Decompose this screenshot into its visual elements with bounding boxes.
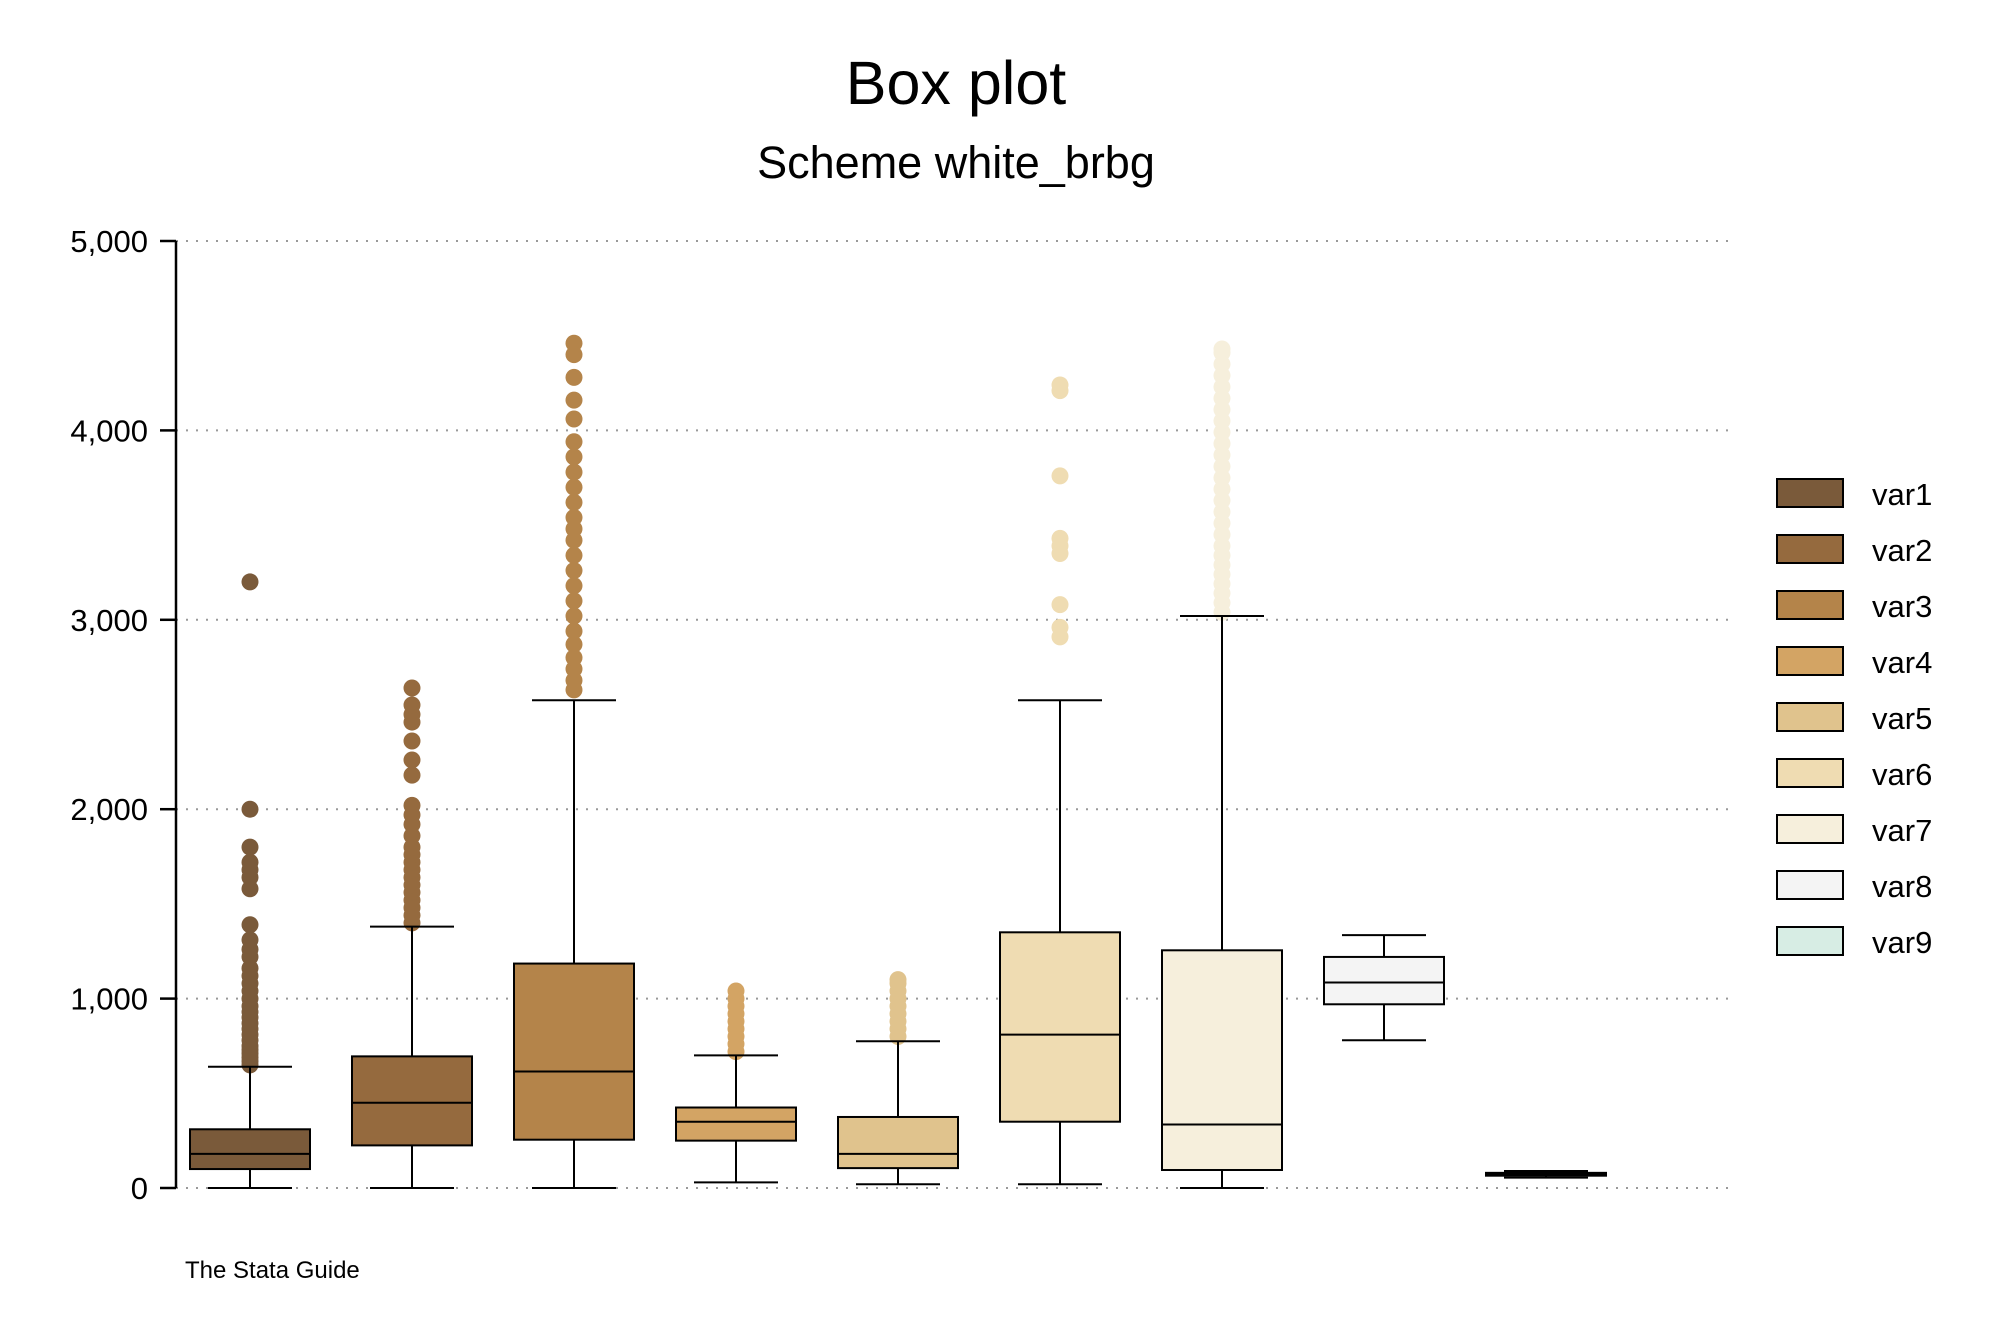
- outlier-point: [1051, 618, 1069, 636]
- outlier-point: [565, 493, 583, 511]
- outlier-point: [565, 622, 583, 640]
- y-tick-label: 5,000: [70, 224, 148, 259]
- outlier-point: [403, 796, 421, 814]
- legend-label-var4: var4: [1872, 645, 1932, 680]
- outlier-point: [241, 800, 259, 818]
- outlier-point: [565, 546, 583, 564]
- legend-swatch-var1: [1776, 478, 1844, 508]
- outlier-point: [565, 562, 583, 580]
- box-var5: [837, 971, 959, 1186]
- box-body: [1161, 949, 1283, 1172]
- legend-swatch-var9: [1776, 926, 1844, 956]
- legend-label-var6: var6: [1872, 757, 1932, 792]
- box-body: [675, 1106, 797, 1142]
- outlier-point: [403, 696, 421, 714]
- outlier-point: [565, 592, 583, 610]
- box-var7: [1161, 340, 1283, 1189]
- legend-swatch-var5: [1776, 702, 1844, 732]
- outlier-point: [889, 971, 907, 989]
- box-var1: [189, 573, 311, 1189]
- outlier-point: [403, 766, 421, 784]
- legend-swatch-var4: [1776, 646, 1844, 676]
- outlier-point: [241, 916, 259, 934]
- box-body: [513, 962, 635, 1141]
- legend-label-var9: var9: [1872, 925, 1932, 960]
- legend-label-var2: var2: [1872, 533, 1932, 568]
- box-body: [1323, 955, 1445, 1006]
- box-var2: [351, 679, 473, 1189]
- legend: var1 var2 var3 var4 var5 var6 var7 var8 var9: [1776, 477, 1932, 960]
- outlier-point: [565, 433, 583, 451]
- legend-swatch-var6: [1776, 758, 1844, 788]
- outlier-point: [403, 732, 421, 750]
- y-tick-label: 3,000: [70, 603, 148, 638]
- outlier-point: [1051, 376, 1069, 394]
- outlier-point: [1213, 340, 1231, 358]
- outlier-point: [565, 509, 583, 527]
- y-tick-label: 0: [131, 1171, 148, 1206]
- chart-note: The Stata Guide: [185, 1257, 360, 1284]
- legend-label-var8: var8: [1872, 869, 1932, 904]
- box-var9: [1485, 1169, 1607, 1179]
- outlier-point: [565, 649, 583, 667]
- box-body: [189, 1128, 311, 1171]
- box-var3: [513, 334, 635, 1189]
- outlier-point: [403, 751, 421, 769]
- chart-title: Box plot: [846, 49, 1066, 117]
- legend-label-var5: var5: [1872, 701, 1932, 736]
- outlier-point: [241, 573, 259, 591]
- y-axis: 0 1,000 2,000 3,000 4,000 5,000: [70, 224, 178, 1206]
- legend-swatch-var8: [1776, 870, 1844, 900]
- outlier-point: [241, 838, 259, 856]
- outlier-point: [565, 478, 583, 496]
- y-tick-label: 4,000: [70, 413, 148, 448]
- box-body: [999, 931, 1121, 1123]
- outlier-point: [565, 410, 583, 428]
- outlier-point: [1051, 467, 1069, 485]
- outlier-point: [565, 463, 583, 481]
- outlier-point: [565, 577, 583, 595]
- outlier-point: [565, 607, 583, 625]
- chart-subtitle: Scheme white_brbg: [757, 137, 1155, 188]
- box-var4: [675, 982, 797, 1184]
- legend-swatch-var7: [1776, 814, 1844, 844]
- outlier-point: [241, 931, 259, 949]
- plot-area: [189, 334, 1607, 1189]
- legend-swatch-var3: [1776, 590, 1844, 620]
- outlier-point: [565, 368, 583, 386]
- legend-label-var3: var3: [1872, 589, 1932, 624]
- y-tick-label: 1,000: [70, 982, 148, 1017]
- outlier-point: [1051, 529, 1069, 547]
- legend-swatch-var2: [1776, 534, 1844, 564]
- box-var6: [999, 376, 1121, 1186]
- box-var8: [1323, 934, 1445, 1042]
- box-body: [351, 1055, 473, 1147]
- outlier-point: [241, 853, 259, 871]
- legend-label-var7: var7: [1872, 813, 1932, 848]
- outlier-point: [1051, 596, 1069, 614]
- outlier-point: [565, 334, 583, 352]
- outlier-point: [565, 635, 583, 653]
- outlier-point: [565, 448, 583, 466]
- box-body: [837, 1115, 959, 1170]
- outlier-point: [565, 391, 583, 409]
- outlier-point: [403, 679, 421, 697]
- legend-label-var1: var1: [1872, 477, 1932, 512]
- y-tick-label: 2,000: [70, 792, 148, 827]
- outlier-point: [727, 982, 745, 1000]
